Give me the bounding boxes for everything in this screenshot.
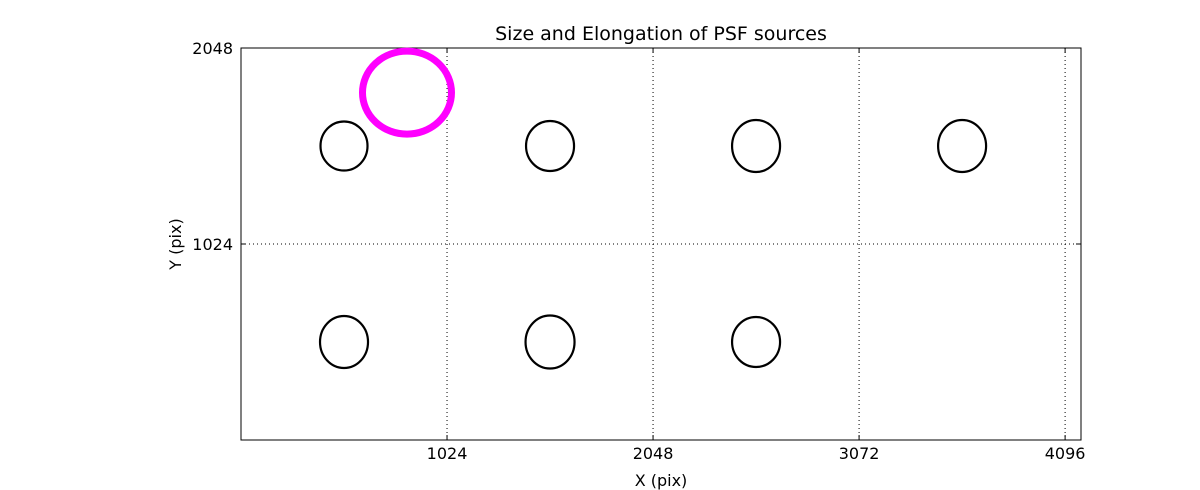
psf-ellipse xyxy=(730,118,782,174)
psf-ellipse-highlighted xyxy=(358,47,455,138)
psf-ellipse xyxy=(318,314,370,370)
psf-ellipses xyxy=(318,47,988,370)
x-tick-label: 4096 xyxy=(1045,444,1086,463)
y-tick-label: 1024 xyxy=(192,235,233,254)
x-tick-label: 2048 xyxy=(633,444,674,463)
psf-ellipse xyxy=(524,314,576,370)
psf-ellipse xyxy=(524,119,576,173)
y-tick-labels: 1024 2048 xyxy=(192,39,233,254)
x-tick-label: 3072 xyxy=(839,444,880,463)
y-tick-label: 2048 xyxy=(192,39,233,58)
chart-title: Size and Elongation of PSF sources xyxy=(495,23,827,45)
x-axis-label: X (pix) xyxy=(635,471,688,490)
psf-ellipse xyxy=(936,118,988,174)
y-axis-label: Y (pix) xyxy=(166,218,185,270)
psf-ellipse xyxy=(319,120,369,172)
x-tick-label: 1024 xyxy=(427,444,468,463)
plot-area-border xyxy=(240,47,1082,441)
psf-ellipse xyxy=(730,315,782,369)
x-tick-labels: 1024 2048 3072 4096 xyxy=(427,444,1086,463)
